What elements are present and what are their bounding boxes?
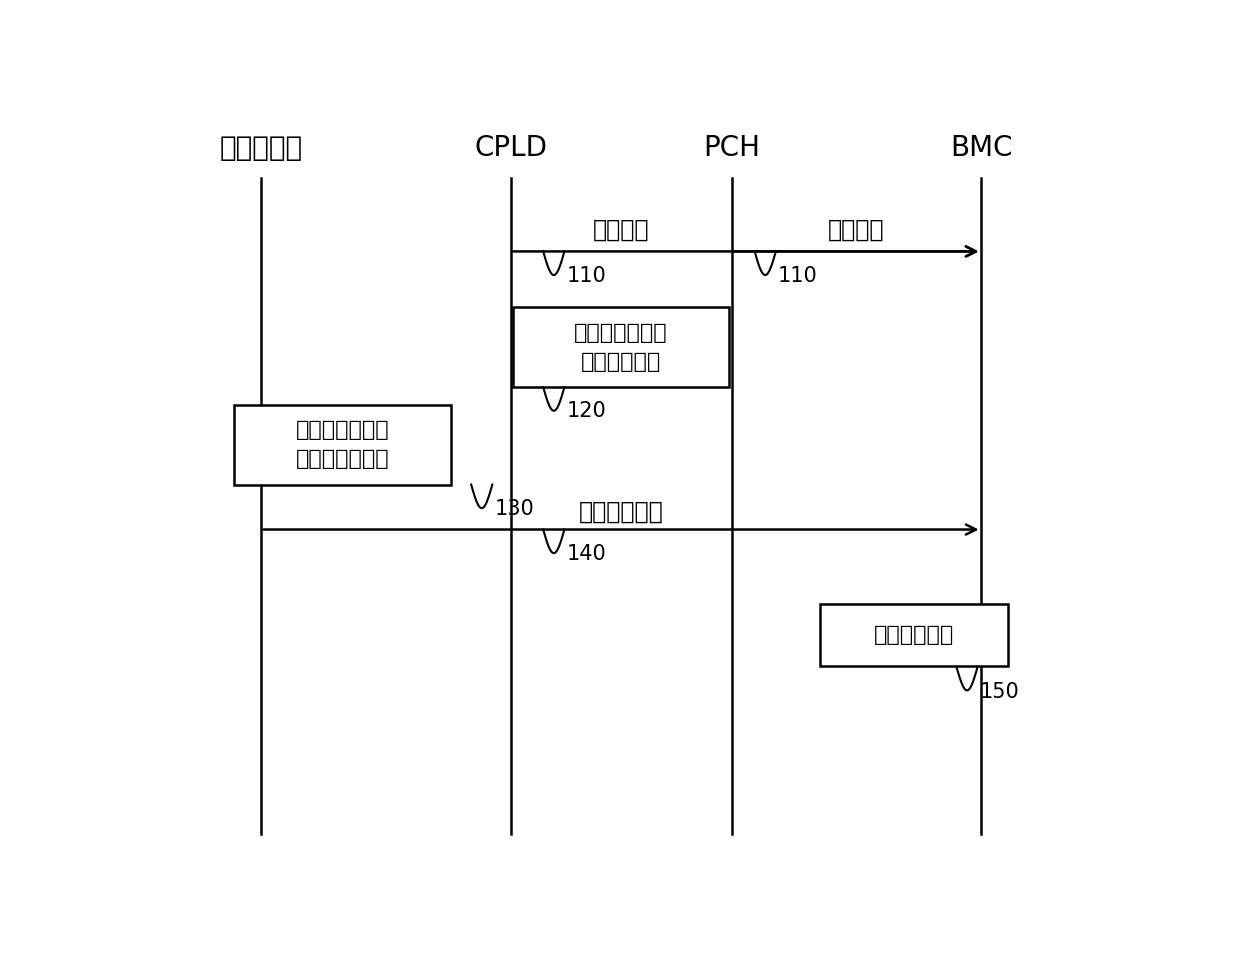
Text: 上电请求: 上电请求 bbox=[593, 217, 650, 241]
Text: 150: 150 bbox=[980, 682, 1019, 702]
Text: 根据上电时序生
成上电状态信号: 根据上电时序生 成上电状态信号 bbox=[295, 420, 389, 469]
Text: 130: 130 bbox=[495, 499, 534, 519]
FancyBboxPatch shape bbox=[234, 405, 450, 485]
FancyBboxPatch shape bbox=[821, 604, 1008, 667]
Text: CPLD: CPLD bbox=[474, 134, 547, 162]
Text: 输出监测信号: 输出监测信号 bbox=[874, 625, 955, 645]
Text: 110: 110 bbox=[777, 265, 817, 285]
FancyBboxPatch shape bbox=[513, 308, 729, 387]
Text: 电源转换器: 电源转换器 bbox=[219, 134, 303, 162]
Text: BMC: BMC bbox=[950, 134, 1013, 162]
Text: 上电状态信号: 上电状态信号 bbox=[579, 500, 663, 524]
Text: 110: 110 bbox=[567, 265, 606, 285]
Text: 上电请求: 上电请求 bbox=[828, 217, 885, 241]
Text: PCH: PCH bbox=[703, 134, 760, 162]
Text: 140: 140 bbox=[567, 544, 606, 564]
Text: 控制电源转换器
启动上电时序: 控制电源转换器 启动上电时序 bbox=[574, 323, 668, 372]
Text: 120: 120 bbox=[567, 401, 606, 422]
